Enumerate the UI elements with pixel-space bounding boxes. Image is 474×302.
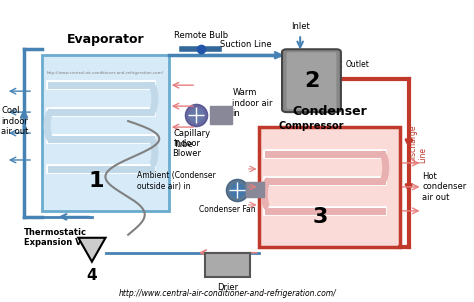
Text: Drier: Drier xyxy=(217,283,238,292)
Text: Capillary
Tube: Capillary Tube xyxy=(173,129,210,149)
FancyBboxPatch shape xyxy=(259,127,400,247)
Text: 2: 2 xyxy=(304,71,319,91)
Bar xyxy=(205,253,250,277)
FancyBboxPatch shape xyxy=(287,52,337,109)
Text: Condenser Fan: Condenser Fan xyxy=(200,205,256,214)
Text: Inlet: Inlet xyxy=(291,22,310,31)
Bar xyxy=(246,182,264,198)
Text: Condenser: Condenser xyxy=(292,105,367,118)
Text: Hot
condenser
air out: Hot condenser air out xyxy=(422,172,466,202)
Text: 4: 4 xyxy=(87,268,97,283)
Text: Thermostatic
Expansion Valve: Thermostatic Expansion Valve xyxy=(24,228,101,247)
Text: Indoor
Blower: Indoor Blower xyxy=(173,139,201,159)
Text: http://www.central-air-conditioner-and-refrigeration.com/: http://www.central-air-conditioner-and-r… xyxy=(119,289,337,297)
Text: Discharge
Line: Discharge Line xyxy=(408,124,428,163)
Text: Ambient (Condenser
outside air) in: Ambient (Condenser outside air) in xyxy=(137,171,216,191)
FancyBboxPatch shape xyxy=(282,49,341,112)
Text: Evaporator: Evaporator xyxy=(67,33,144,46)
Text: Cool
indoor
air out: Cool indoor air out xyxy=(1,106,29,136)
Text: http://www.central-air-conditioner-and-refrigeration.com/: http://www.central-air-conditioner-and-r… xyxy=(47,71,164,75)
Text: 1: 1 xyxy=(89,171,104,191)
Bar xyxy=(210,106,232,124)
Text: Compressor: Compressor xyxy=(279,121,344,131)
Text: Outlet: Outlet xyxy=(346,60,369,69)
Text: Remote Bulb: Remote Bulb xyxy=(173,31,228,40)
Text: 3: 3 xyxy=(313,207,328,227)
FancyBboxPatch shape xyxy=(42,55,169,211)
Text: Warm
indoor air
in: Warm indoor air in xyxy=(232,88,273,118)
Polygon shape xyxy=(78,238,106,262)
Text: Suction Line: Suction Line xyxy=(220,40,272,49)
